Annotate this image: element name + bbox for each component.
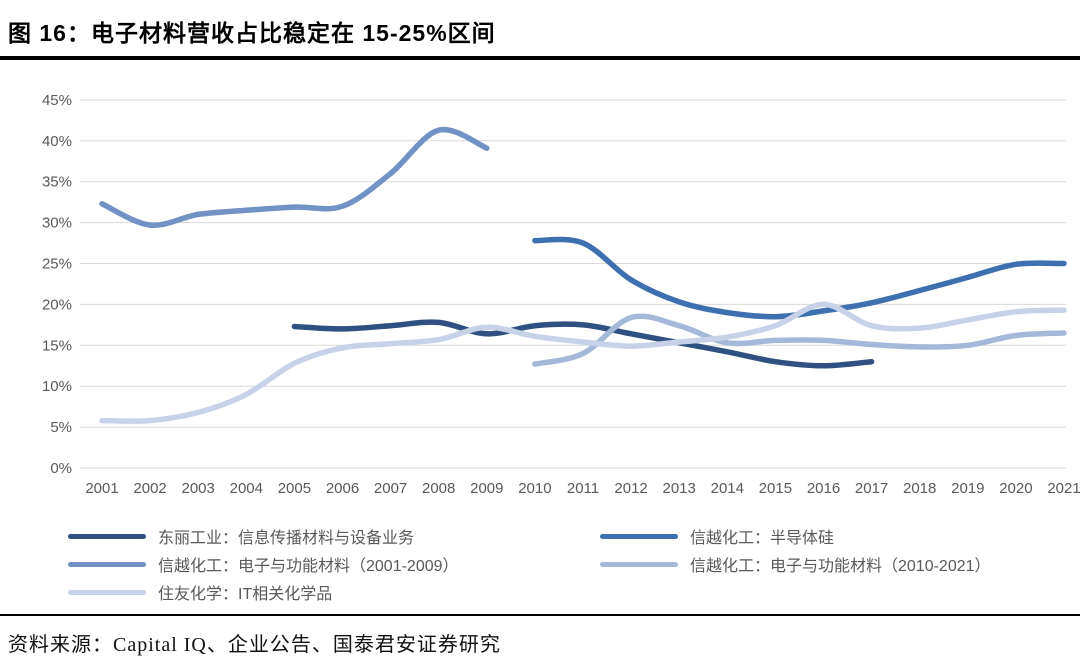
x-tick-label: 2005 (278, 480, 311, 497)
figure-title-bar: 图 16：电子材料营收占比稳定在 15-25%区间 (0, 0, 1080, 60)
x-tick-label: 2020 (999, 480, 1032, 497)
y-tick-label: 25% (42, 256, 72, 273)
chart-legend: 东丽工业：信息传播材料与设备业务 信越化工：半导体硅 信越化工：电子与功能材料（… (68, 524, 1068, 604)
x-tick-label: 2015 (759, 480, 792, 497)
legend-item-sumitomo: 住友化学：IT相关化学品 (68, 580, 600, 604)
series-line-1 (532, 236, 1067, 320)
legend-item-shinetsu-2010-2021: 信越化工：电子与功能材料（2010-2021） (600, 552, 1068, 576)
x-tick-label: 2002 (133, 480, 166, 497)
y-tick-label: 10% (42, 378, 72, 395)
x-tick-label: 2012 (614, 480, 647, 497)
legend-label: 信越化工：电子与功能材料（2010-2021） (690, 558, 991, 575)
title-underline (0, 56, 1080, 60)
legend-label: 信越化工：半导体硅 (690, 530, 835, 547)
x-tick-label: 2011 (567, 480, 599, 497)
x-tick-label: 2004 (230, 480, 263, 497)
x-tick-label: 2013 (663, 480, 696, 497)
chart-canvas: 0% 5% 10% 15% 20% 25% 30% 35% 40% 45% 2001 2002 2003… (42, 92, 1080, 497)
y-tick-label: 35% (42, 174, 72, 191)
series-line-2 (99, 126, 490, 228)
legend-label: 信越化工：电子与功能材料（2001-2009） (158, 558, 459, 575)
series-line-3 (532, 313, 1067, 367)
x-tick-label: 2016 (807, 480, 840, 497)
x-tick-label: 2018 (903, 480, 936, 497)
x-tick-label: 2006 (326, 480, 359, 497)
legend-label: 住友化学：IT相关化学品 (158, 586, 333, 603)
y-tick-label: 5% (50, 419, 72, 436)
legend-item-toray: 东丽工业：信息传播材料与设备业务 (68, 524, 600, 548)
footer-divider (0, 614, 1080, 616)
legend-swatch (600, 561, 678, 567)
x-tick-label: 2001 (85, 480, 118, 497)
y-tick-label: 0% (50, 460, 72, 477)
x-tick-label: 2003 (182, 480, 215, 497)
series-line-4 (99, 301, 1067, 424)
x-tick-label: 2014 (711, 480, 744, 497)
x-tick-label: 2021 (1047, 480, 1080, 497)
legend-swatch (68, 533, 146, 539)
x-tick-label: 2010 (518, 480, 551, 497)
x-tick-label: 2007 (374, 480, 407, 497)
line-chart: 0% 5% 10% 15% 20% 25% 30% 35% 40% 45% 2001 2002 2003… (0, 66, 1080, 526)
legend-item-shinetsu-silicon: 信越化工：半导体硅 (600, 524, 1068, 548)
y-tick-label: 40% (42, 133, 72, 150)
legend-swatch (68, 589, 146, 595)
y-tick-label: 45% (42, 92, 72, 109)
legend-swatch (68, 561, 146, 567)
legend-swatch (600, 533, 678, 539)
legend-label: 东丽工业：信息传播材料与设备业务 (158, 530, 415, 547)
x-tick-label: 2019 (951, 480, 984, 497)
x-tick-label: 2017 (855, 480, 888, 497)
legend-item-shinetsu-2001-2009: 信越化工：电子与功能材料（2001-2009） (68, 552, 600, 576)
series-line-0 (291, 319, 875, 369)
source-note: 资料来源：Capital IQ、企业公告、国泰君安证券研究 (8, 634, 501, 656)
figure-title: 图 16：电子材料营收占比稳定在 15-25%区间 (8, 20, 496, 46)
x-tick-label: 2009 (470, 480, 503, 497)
y-tick-label: 30% (42, 215, 72, 232)
y-tick-label: 20% (42, 296, 72, 313)
y-tick-label: 15% (42, 337, 72, 354)
x-tick-label: 2008 (422, 480, 455, 497)
